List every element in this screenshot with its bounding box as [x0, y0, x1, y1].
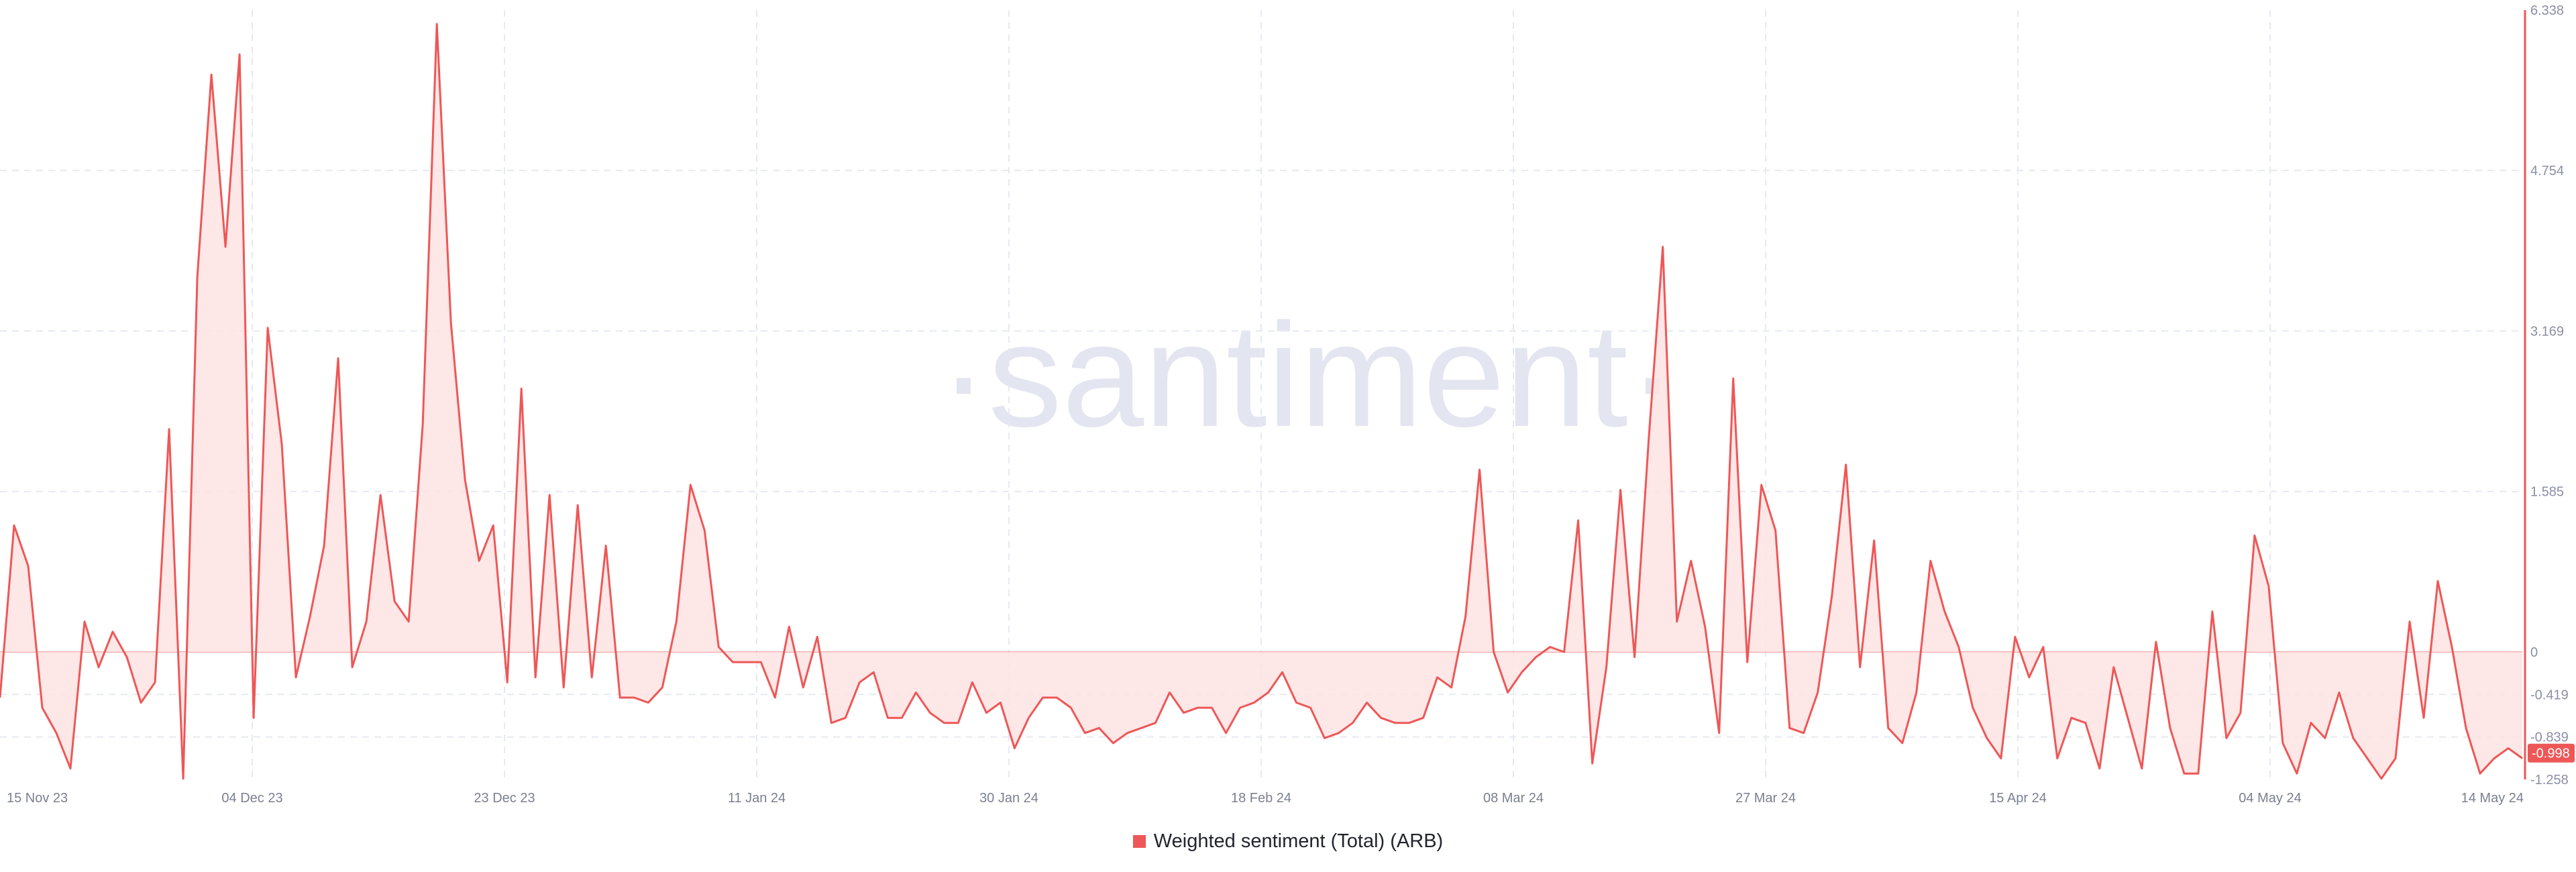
x-tick-label: 23 Dec 23	[474, 791, 535, 806]
y-axis: 6.338 4.754 3.169 1.585 0 -0.419 -0.839 -1.258	[2530, 3, 2569, 787]
x-tick-label: 11 Jan 24	[728, 791, 786, 806]
x-tick-label: 27 Mar 24	[1735, 791, 1796, 806]
y-tick-label: -1.258	[2530, 773, 2569, 787]
x-tick-label: 04 Dec 23	[221, 791, 282, 806]
y-tick-label: -0.419	[2530, 688, 2569, 702]
y-tick-label: 4.754	[2530, 164, 2564, 178]
x-tick-label: 08 Mar 24	[1483, 791, 1544, 806]
legend[interactable]: Weighted sentiment (Total) (ARB)	[0, 830, 2576, 853]
x-tick-label: 04 May 24	[2239, 791, 2301, 806]
current-value-bg	[2528, 743, 2575, 763]
watermark-logo: ·santiment·	[939, 292, 1677, 457]
y-tick-label: 6.338	[2530, 3, 2564, 18]
x-tick-label: 15 Apr 24	[1989, 791, 2047, 806]
y-tick-label: 3.169	[2530, 325, 2564, 339]
x-tick-label: 30 Jan 24	[979, 791, 1038, 806]
x-axis: 15 Nov 23 04 Dec 23 23 Dec 23 11 Jan 24 30 J…	[7, 791, 2524, 806]
x-tick-label: 14 May 24	[2461, 791, 2524, 806]
y-tick-label: 0	[2530, 645, 2538, 660]
series-line[interactable]	[0, 23, 2523, 780]
x-tick-label: 15 Nov 23	[7, 791, 68, 806]
y-tick-label: -0.839	[2530, 730, 2569, 745]
x-tick-label: 18 Feb 24	[1231, 791, 1291, 806]
y-tick-label: 1.585	[2530, 485, 2564, 500]
legend-swatch-icon	[1132, 835, 1146, 848]
legend-label: Weighted sentiment (Total) (ARB)	[1153, 830, 1444, 852]
current-value-badge: -0.998	[2528, 743, 2575, 763]
current-value-text: -0.998	[2532, 747, 2570, 761]
